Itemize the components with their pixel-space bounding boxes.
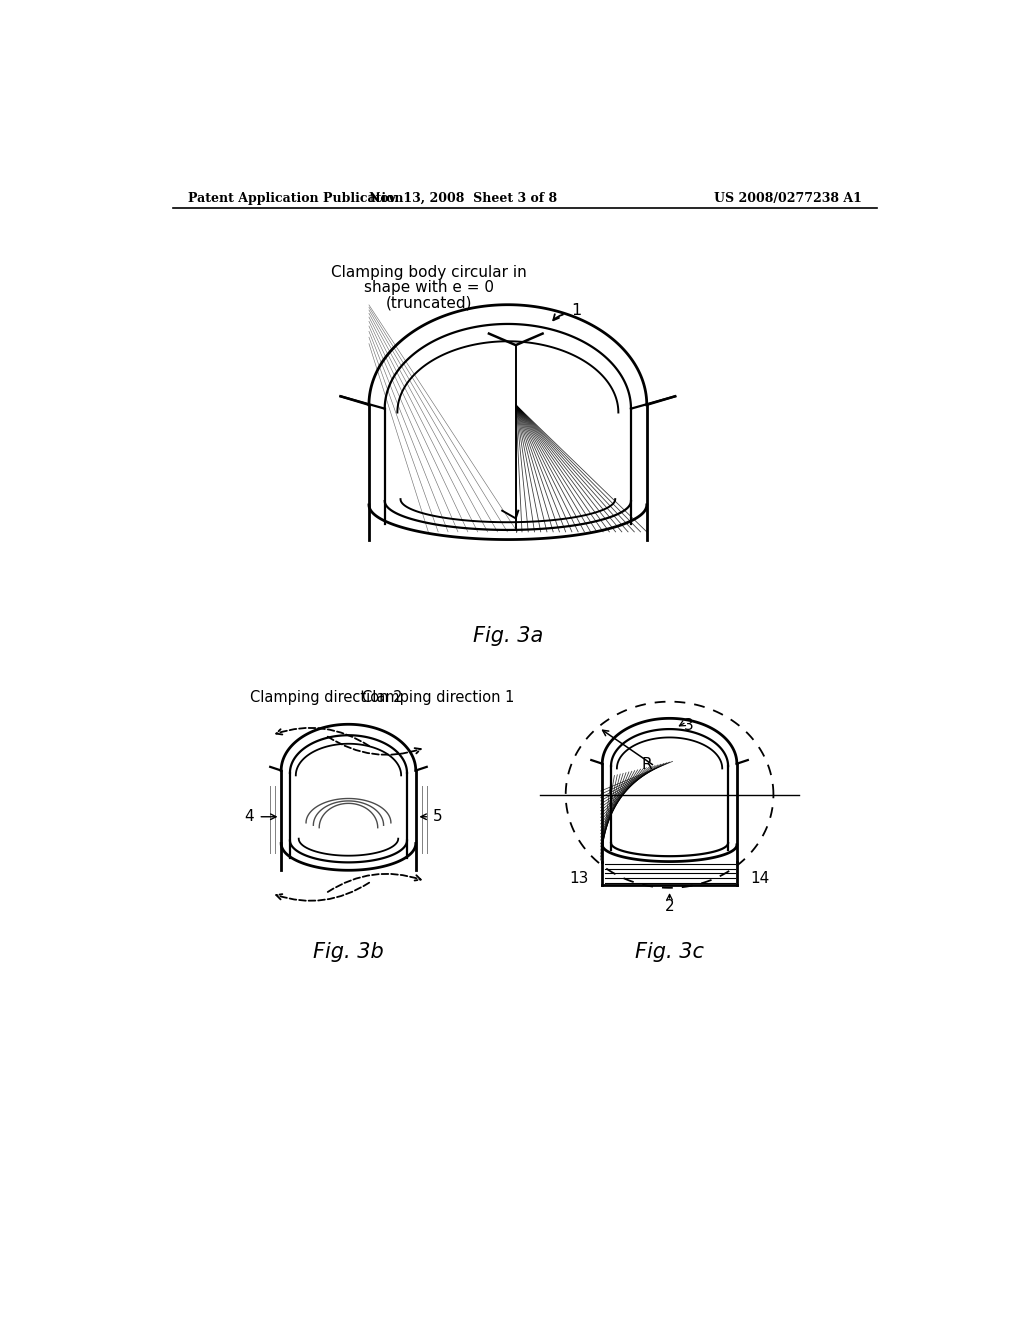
- Text: 14: 14: [751, 871, 769, 886]
- Text: Clamping direction 1: Clamping direction 1: [361, 690, 514, 705]
- Text: 2: 2: [665, 899, 675, 915]
- Text: Nov. 13, 2008  Sheet 3 of 8: Nov. 13, 2008 Sheet 3 of 8: [369, 191, 557, 205]
- Text: Clamping body circular in: Clamping body circular in: [332, 265, 527, 280]
- Text: Fig. 3c: Fig. 3c: [635, 941, 705, 961]
- Text: 13: 13: [569, 871, 589, 886]
- Text: US 2008/0277238 A1: US 2008/0277238 A1: [714, 191, 862, 205]
- Text: Fig. 3a: Fig. 3a: [473, 626, 543, 645]
- Text: (truncated): (truncated): [386, 296, 472, 310]
- Text: R: R: [642, 758, 652, 772]
- Text: Fig. 3b: Fig. 3b: [313, 941, 384, 961]
- Text: 3: 3: [683, 718, 693, 733]
- Text: 4: 4: [244, 809, 254, 824]
- Text: Clamping direction 2: Clamping direction 2: [250, 690, 402, 705]
- Text: shape with e = 0: shape with e = 0: [365, 280, 495, 296]
- Text: Patent Application Publication: Patent Application Publication: [188, 191, 403, 205]
- Text: 5: 5: [433, 809, 442, 824]
- Text: 1: 1: [571, 304, 582, 318]
